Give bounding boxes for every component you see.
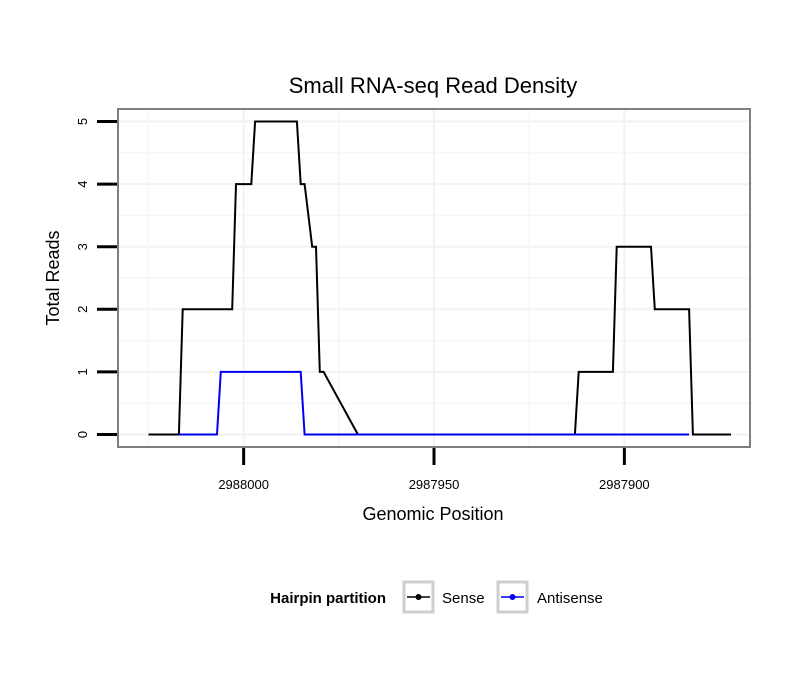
legend-item-sense: Sense	[402, 580, 485, 614]
y-tick-label: 2	[75, 306, 90, 313]
legend-label-antisense: Antisense	[537, 590, 603, 607]
y-tick-label: 0	[75, 431, 90, 438]
legend-label-sense: Sense	[442, 590, 485, 607]
x-tick-label: 2988000	[218, 477, 269, 492]
y-tick-label: 5	[75, 118, 90, 125]
series-lines	[148, 120, 731, 436]
y-axis: 0 1 2 3 4 5	[75, 118, 117, 438]
chart-title: Small RNA-seq Read Density	[289, 73, 578, 98]
x-axis: 2988000 2987950 2987900	[218, 448, 650, 492]
plot-border	[117, 108, 751, 448]
x-tick-label: 2987900	[599, 477, 650, 492]
y-tick-label: 1	[75, 368, 90, 375]
y-tick-label: 3	[75, 243, 90, 250]
legend: Hairpin partition Sense Antisense	[270, 580, 603, 614]
series-line-antisense	[178, 370, 690, 436]
legend-marker-antisense	[509, 594, 516, 600]
legend-marker-sense	[415, 594, 422, 600]
series-line-sense	[148, 120, 731, 436]
y-tick-label: 4	[75, 180, 90, 187]
y-axis-title: Total Reads	[43, 230, 63, 325]
legend-title: Hairpin partition	[270, 590, 386, 607]
x-tick-label: 2987950	[409, 477, 460, 492]
x-axis-title: Genomic Position	[362, 504, 503, 524]
legend-item-antisense: Antisense	[496, 580, 603, 614]
